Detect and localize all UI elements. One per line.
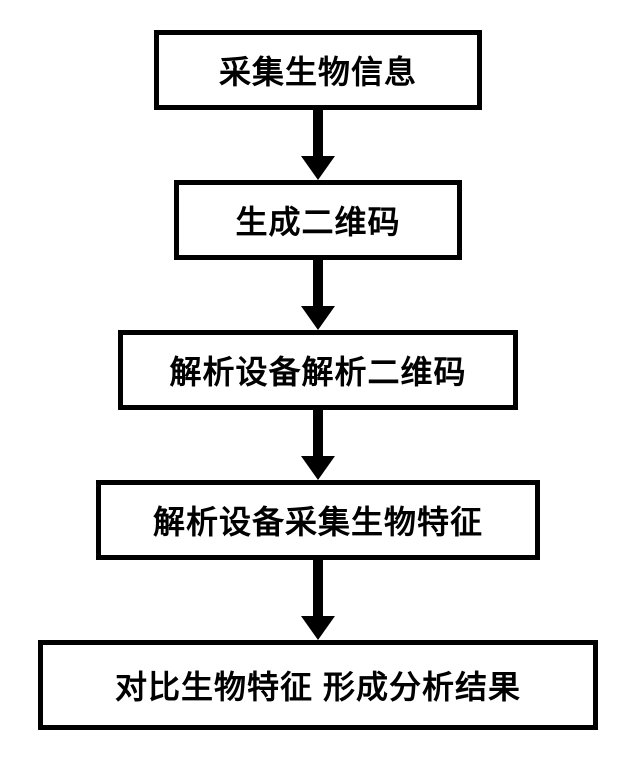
flow-node-label: 采集生物信息 bbox=[219, 47, 417, 93]
flow-node-n5: 对比生物特征 形成分析结果 bbox=[38, 640, 598, 730]
arrow-line-icon bbox=[313, 560, 323, 617]
flow-node-n1: 采集生物信息 bbox=[154, 30, 482, 110]
arrow-head-icon bbox=[301, 456, 335, 480]
flow-node-label: 生成二维码 bbox=[235, 197, 400, 243]
flow-node-n4: 解析设备采集生物特征 bbox=[96, 480, 540, 560]
flow-node-n2: 生成二维码 bbox=[174, 180, 462, 260]
arrow-head-icon bbox=[301, 306, 335, 330]
arrow-line-icon bbox=[313, 410, 323, 457]
arrow-head-icon bbox=[301, 616, 335, 640]
arrow-line-icon bbox=[313, 110, 323, 157]
flow-node-label: 解析设备采集生物特征 bbox=[153, 497, 483, 543]
flow-node-label: 解析设备解析二维码 bbox=[169, 347, 466, 393]
flow-node-n3: 解析设备解析二维码 bbox=[118, 330, 518, 410]
flowchart-canvas: 采集生物信息生成二维码解析设备解析二维码解析设备采集生物特征对比生物特征 形成分… bbox=[0, 0, 637, 771]
flow-node-label: 对比生物特征 形成分析结果 bbox=[115, 662, 521, 708]
arrow-head-icon bbox=[301, 156, 335, 180]
arrow-line-icon bbox=[313, 260, 323, 307]
